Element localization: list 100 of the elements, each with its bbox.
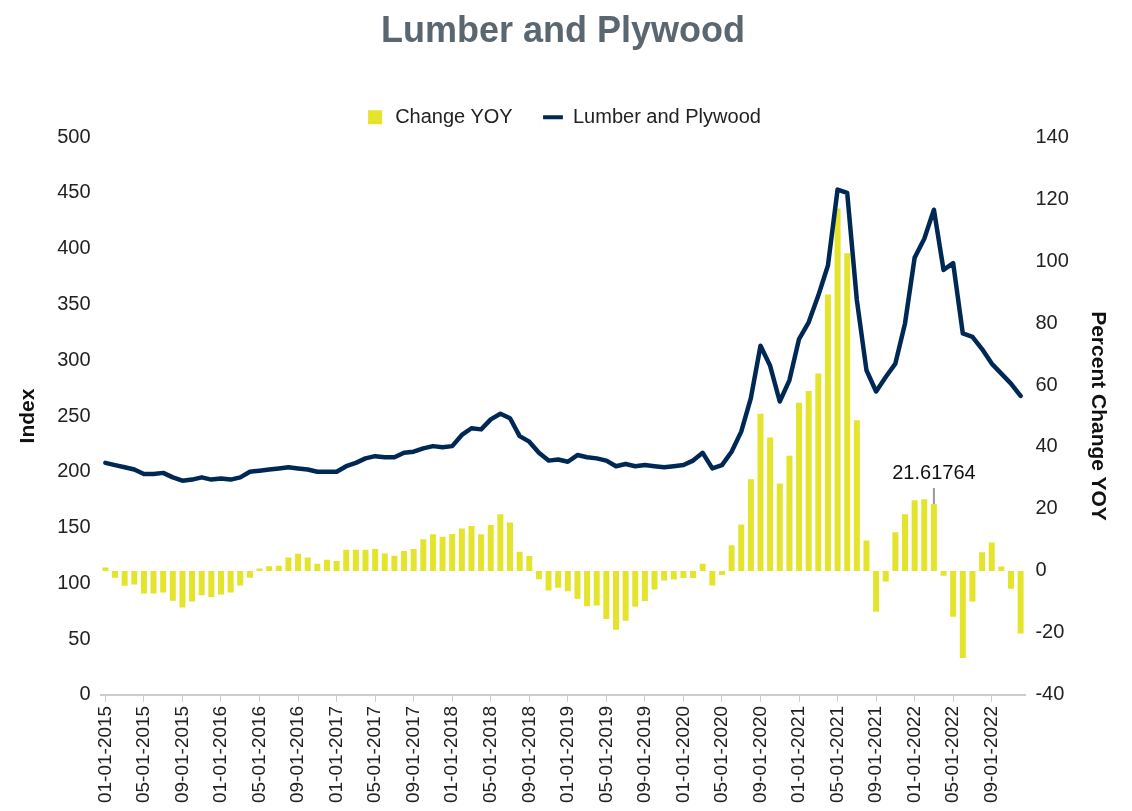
bar [998,566,1005,571]
y-tick-label: 0 [79,682,91,705]
y2-tick-label: 0 [1035,558,1047,581]
bar [738,524,745,571]
bar [979,552,986,571]
bar [449,534,456,571]
bar [102,567,109,571]
bar [959,570,966,658]
bar [140,570,147,594]
y-tick-label: 400 [57,236,91,259]
bar [256,568,263,571]
y2-tick-label: -40 [1035,682,1065,705]
bar [208,570,215,597]
bar [1017,570,1024,634]
bar [776,483,783,571]
bar [709,570,716,586]
bar [622,570,629,621]
bar [728,545,735,571]
bar [439,536,446,571]
y-tick-label: 350 [57,292,91,314]
x-tick-label: 01-01-2017 [324,705,346,804]
bar [323,559,330,571]
bar [545,570,552,591]
bar [892,532,899,571]
y2-axis-title: Percent Change YOY [1087,311,1111,521]
y-tick-label: 100 [57,570,91,593]
bar [246,570,253,578]
bar [805,390,812,571]
bar [391,555,398,571]
bar [285,557,292,571]
bar [969,570,976,602]
bar [584,570,591,607]
x-tick-label: 05-01-2017 [363,705,385,804]
bar [218,570,224,595]
x-tick-label: 09-01-2016 [286,705,308,804]
data-label: 21.61764 [892,461,976,484]
bar [603,570,610,619]
y-tick-label: 250 [57,403,91,426]
y2-tick-label: 140 [1035,124,1069,147]
y2-tick-label: 120 [1035,186,1069,209]
bar [930,503,937,571]
bar [593,570,600,606]
x-tick-label: 05-01-2020 [710,705,732,804]
bar [227,570,234,593]
x-tick-label: 01-01-2015 [93,705,115,804]
bar [295,553,302,571]
bar [526,556,533,571]
x-tick-label: 01-01-2020 [671,705,693,804]
legend-label: Change YOY [395,104,513,127]
bar [275,565,282,571]
x-tick-label: 01-01-2018 [440,705,462,804]
bar [121,570,128,586]
x-tick-label: 09-01-2019 [633,705,655,804]
bar [535,570,542,580]
bar [381,553,388,571]
bar [314,563,321,571]
x-tick-label: 09-01-2021 [864,705,886,804]
bar [574,570,581,599]
bar [429,534,436,571]
bar [680,570,687,579]
y-axis-title: Index [15,388,39,444]
bar [497,514,504,571]
x-tick-label: 09-01-2020 [748,705,770,804]
bar [796,402,803,571]
bar [815,373,822,571]
bar [564,570,571,592]
bar [651,570,658,590]
x-tick-label: 01-01-2021 [787,705,809,804]
bar [478,534,485,571]
bar [824,294,831,571]
bar [921,499,928,571]
bar [555,570,562,588]
bar [189,570,196,602]
bar [863,540,870,571]
bar [718,570,725,575]
bar [747,479,754,571]
bar [343,549,350,571]
y2-tick-label: 80 [1035,310,1058,333]
bar [670,570,677,580]
bar [487,525,494,571]
y-tick-label: 50 [68,626,91,649]
bar [988,542,995,571]
bar [304,557,311,571]
x-tick-label: 05-01-2022 [941,705,963,804]
bar [873,570,880,612]
bar [420,539,427,571]
bar [266,566,273,571]
bar [786,455,793,571]
chart-title: Lumber and Plywood [380,8,746,50]
bar [911,500,918,571]
bar [352,549,359,571]
x-tick-label: 09-01-2017 [401,705,423,804]
y-tick-label: 500 [57,124,91,147]
bar [690,570,697,579]
bar [613,570,619,630]
bar [940,570,947,576]
y2-tick-label: -20 [1035,620,1065,643]
y2-tick-label: 20 [1035,496,1058,519]
y2-tick-label: 100 [1035,248,1069,271]
y-tick-label: 200 [57,459,91,482]
